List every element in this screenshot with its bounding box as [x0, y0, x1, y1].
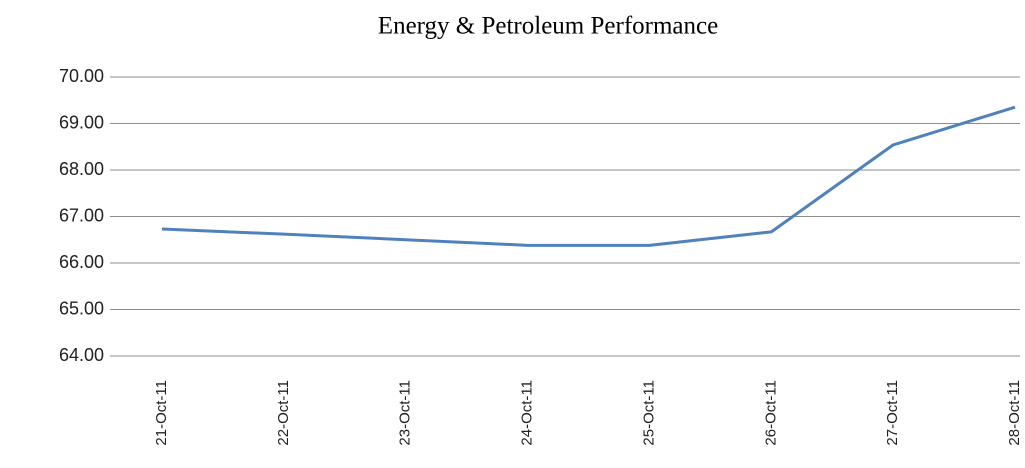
x-tick-label: 28-Oct-11 — [1006, 380, 1023, 446]
y-tick-label: 68.00 — [59, 159, 104, 179]
x-tick-label: 23-Oct-11 — [397, 380, 414, 446]
x-tick-label: 22-Oct-11 — [275, 380, 292, 446]
y-tick-label: 66.00 — [59, 252, 104, 272]
chart-title: Energy & Petroleum Performance — [378, 13, 718, 40]
x-tick-label: 25-Oct-11 — [640, 380, 657, 446]
line — [161, 105, 1016, 247]
x-tick-label: 27-Oct-11 — [884, 380, 901, 446]
y-tick-label: 69.00 — [59, 112, 104, 132]
x-tick-label: 24-Oct-11 — [519, 380, 536, 446]
y-tick-label: 64.00 — [59, 345, 104, 365]
x-tick-label: 26-Oct-11 — [762, 380, 779, 446]
y-tick-label: 65.00 — [59, 298, 104, 318]
x-tick-label: 21-Oct-11 — [153, 380, 170, 446]
y-tick-label: 70.00 — [59, 66, 104, 86]
y-tick-label: 67.00 — [59, 205, 104, 225]
